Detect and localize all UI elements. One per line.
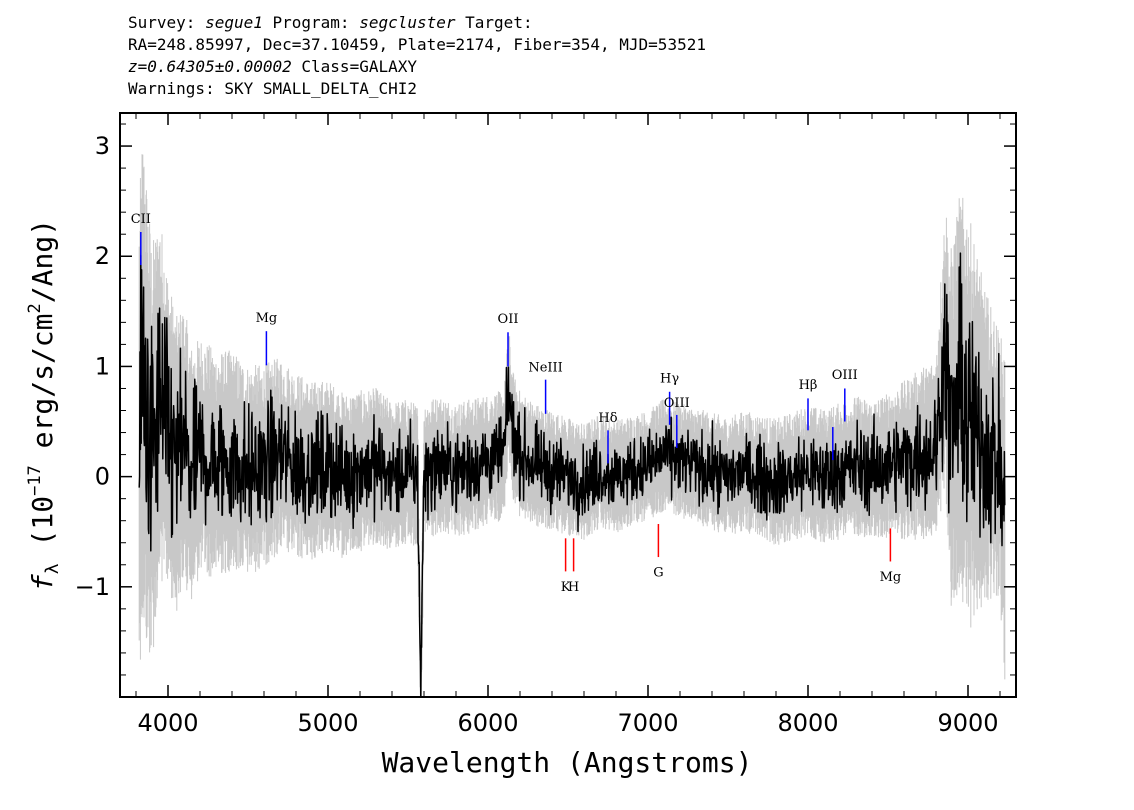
absorption-line-label: G <box>653 565 663 580</box>
emission-line-label: OIII <box>832 368 858 383</box>
spectrum-header: Survey: segue1 Program: segcluster Targe… <box>128 12 706 100</box>
plot-frame <box>119 112 1017 698</box>
target-prefix: Target: <box>455 13 533 32</box>
y-tick-label: 1 <box>95 352 110 380</box>
emission-line-label: CII <box>131 212 151 227</box>
emission-line-label: OIII <box>664 396 690 411</box>
y-tick-label: 0 <box>95 463 110 491</box>
y-axis-ticks: −1 0 1 2 3 <box>75 123 1016 676</box>
x-tick-label: 8000 <box>777 709 838 737</box>
emission-line-label: Mg <box>256 311 278 326</box>
x-tick-label: 7000 <box>617 709 678 737</box>
survey-name: segue1 <box>205 13 263 32</box>
redshift-text: z=0.64305±0.00002 <box>128 57 292 76</box>
spectral-line-markers: CII Mg OII NeIII Hδ Hγ OIII Hβ OIII KH G Mg <box>131 212 902 595</box>
y-axis-label: fλ (10−17 erg/s/cm2/Ang) <box>25 219 63 591</box>
header-line-2: RA=248.85997, Dec=37.10459, Plate=2174, … <box>128 35 706 54</box>
survey-prefix: Survey: <box>128 13 206 32</box>
x-axis-label: Wavelength (Angstroms) <box>382 746 753 779</box>
emission-line-label: Hγ <box>660 372 679 387</box>
emission-line-label: Hδ <box>598 411 617 426</box>
class-text: Class=GALAXY <box>291 57 417 76</box>
program-name: segcluster <box>359 13 456 32</box>
x-tick-label: 4000 <box>137 709 198 737</box>
emission-line-label: Hβ <box>799 378 818 393</box>
x-tick-label: 9000 <box>937 709 998 737</box>
x-tick-label: 6000 <box>457 709 518 737</box>
x-axis-ticks: 4000 5000 6000 7000 8000 9000 <box>135 113 1001 737</box>
emission-line-label: NeIII <box>528 361 562 376</box>
flux-series <box>138 252 1006 697</box>
header-line-1: Survey: segue1 Program: segcluster Targe… <box>128 12 706 34</box>
header-line-3: z=0.64305±0.00002 Class=GALAXY <box>128 56 706 78</box>
program-prefix: Program: <box>262 13 360 32</box>
emission-line-label: OII <box>498 312 519 327</box>
header-line-4: Warnings: SKY SMALL_DELTA_CHI2 <box>128 79 417 98</box>
x-tick-label: 5000 <box>297 709 358 737</box>
absorption-line-label: K <box>561 580 571 595</box>
y-tick-label: 2 <box>95 242 110 270</box>
absorption-line-label: H <box>568 580 579 595</box>
flux-path <box>138 252 1006 697</box>
y-tick-label: 3 <box>95 132 110 160</box>
absorption-line-label: Mg <box>880 570 902 585</box>
y-tick-label: −1 <box>75 573 110 601</box>
